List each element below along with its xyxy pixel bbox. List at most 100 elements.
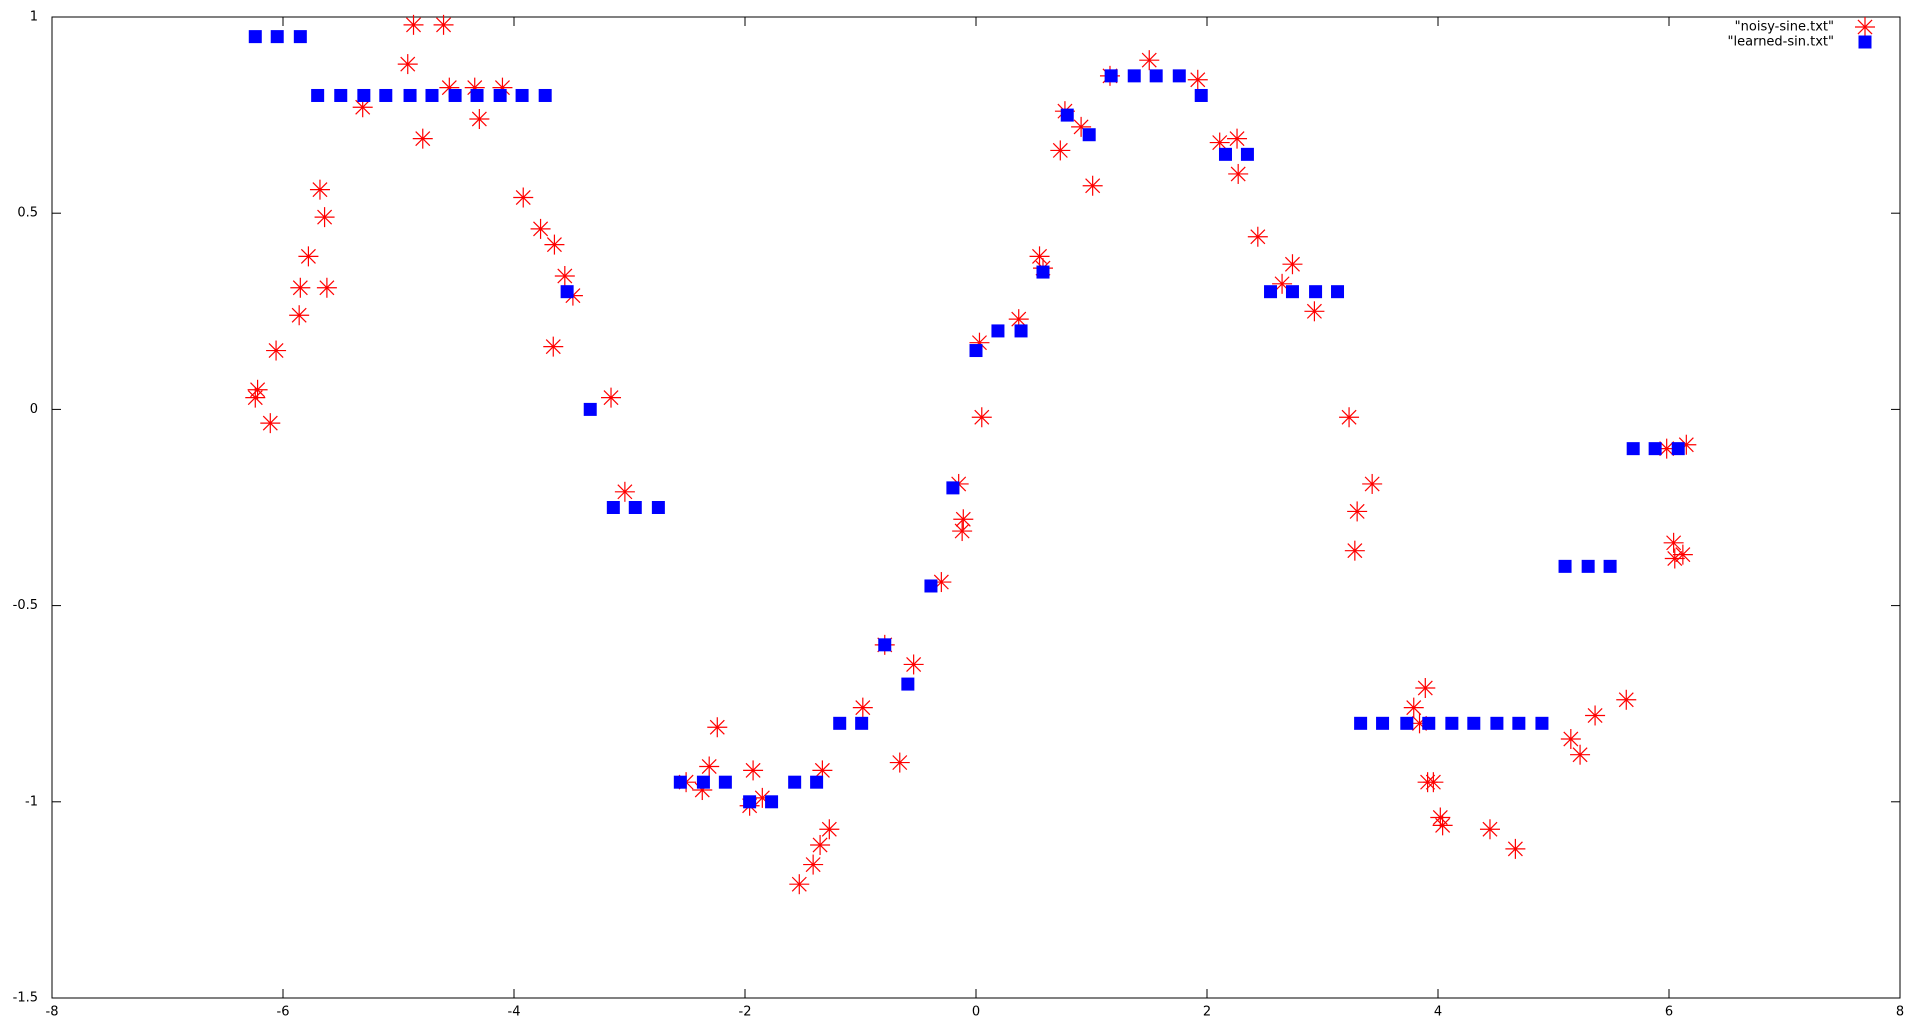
square-point: [1467, 716, 1481, 730]
star-stroke: [1425, 774, 1441, 790]
star-point: [260, 413, 281, 434]
star-point: [309, 179, 330, 200]
star-point: [290, 277, 311, 298]
star-point: [530, 218, 551, 239]
square-point: [901, 677, 915, 691]
square-point: [357, 88, 371, 102]
x-tick-label: 6: [1665, 1005, 1673, 1020]
square-point: [425, 88, 439, 102]
square-point: [1422, 716, 1436, 730]
star-point: [266, 340, 287, 361]
star-stroke: [533, 221, 549, 237]
star-point: [1139, 50, 1160, 71]
star-stroke: [1250, 229, 1266, 245]
star-stroke: [754, 790, 770, 806]
star-stroke: [1666, 535, 1682, 551]
star-stroke: [406, 17, 422, 33]
square-point: [1512, 716, 1526, 730]
square-point: [1603, 559, 1617, 573]
square-point: [1626, 442, 1640, 456]
x-tick-label: -2: [739, 1005, 752, 1020]
star-stroke: [1364, 476, 1380, 492]
star-point: [810, 834, 831, 855]
square-point: [606, 501, 620, 514]
star-point: [1430, 807, 1451, 828]
star-point: [952, 521, 973, 542]
square-point: [1535, 716, 1549, 730]
star-stroke: [292, 280, 308, 296]
star-stroke: [319, 280, 335, 296]
star-point: [298, 246, 319, 267]
star-stroke: [701, 758, 717, 774]
star-stroke: [546, 237, 562, 253]
star-stroke: [1587, 707, 1603, 723]
square-point: [696, 775, 710, 789]
star-point: [1050, 140, 1071, 161]
y-tick-label: -1: [25, 794, 38, 809]
star-stroke: [268, 343, 284, 359]
square-point: [379, 88, 393, 102]
square-point: [1400, 716, 1414, 730]
square-point: [651, 501, 665, 514]
star-stroke: [471, 111, 487, 127]
square-point: [765, 795, 779, 809]
star-stroke: [974, 409, 990, 425]
star-stroke: [515, 190, 531, 205]
square-point: [878, 638, 892, 652]
star-stroke: [1347, 543, 1363, 559]
star-stroke: [855, 700, 871, 716]
y-tick-label: -0.5: [13, 598, 38, 613]
star-point: [469, 109, 490, 130]
star-point: [803, 854, 824, 875]
star-point: [1616, 689, 1637, 710]
star-point: [513, 187, 534, 208]
star-point: [1029, 246, 1050, 267]
star-stroke: [545, 339, 561, 355]
star-point: [397, 54, 418, 75]
square-point: [583, 402, 597, 416]
star-stroke: [1563, 731, 1579, 747]
x-tick-label: -4: [508, 1005, 521, 1020]
plot-frame: [51, 16, 1901, 999]
star-point: [789, 874, 810, 895]
square-point: [1671, 442, 1685, 456]
square-point: [991, 324, 1005, 338]
star-stroke: [1073, 119, 1089, 135]
square-point: [1218, 147, 1232, 161]
star-stroke: [805, 857, 821, 873]
star-point: [1415, 678, 1436, 699]
square-point: [560, 285, 574, 299]
star-point: [614, 481, 635, 502]
star-stroke: [1406, 700, 1422, 716]
star-point: [971, 407, 992, 428]
star-stroke: [955, 511, 971, 527]
star-stroke: [250, 382, 266, 398]
star-point: [403, 14, 424, 35]
star-stroke: [821, 821, 837, 837]
star-point: [314, 207, 335, 228]
star-stroke: [467, 80, 483, 96]
square-point: [403, 88, 417, 102]
star-point: [889, 752, 910, 773]
square-point: [1149, 69, 1163, 83]
star-point: [1479, 819, 1500, 840]
star-stroke: [1274, 276, 1290, 292]
square-point: [538, 88, 552, 102]
square-point: [1376, 716, 1390, 730]
star-stroke: [1435, 817, 1451, 833]
star-stroke: [745, 762, 761, 778]
star-stroke: [812, 837, 828, 853]
star-stroke: [291, 307, 307, 323]
x-tick-label: -8: [46, 1005, 59, 1020]
series: [245, 14, 1697, 895]
star-point: [1585, 705, 1606, 726]
star-point: [1304, 301, 1325, 322]
square-point: [1240, 147, 1254, 161]
star-point: [1664, 548, 1685, 569]
star-stroke: [436, 17, 452, 33]
star-point: [247, 379, 268, 400]
star-point: [1344, 540, 1365, 561]
square-point: [718, 775, 732, 789]
square-point: [334, 88, 348, 102]
